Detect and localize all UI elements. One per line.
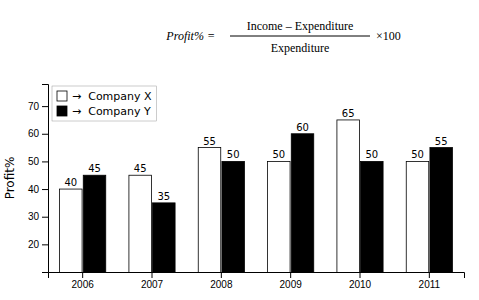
legend-item: → Company X	[57, 90, 152, 103]
bar	[129, 175, 151, 272]
legend: → Company X → Company Y	[52, 86, 157, 121]
data-label: 50	[411, 149, 424, 160]
bars	[60, 120, 453, 272]
bar	[198, 148, 220, 272]
x-tick-label: 2008	[210, 279, 233, 290]
x-axis-line	[49, 273, 465, 279]
legend-frame	[52, 86, 157, 121]
data-label: 65	[342, 108, 355, 119]
x-tick-mark	[82, 272, 83, 278]
y-tick-label: 50	[28, 156, 40, 167]
y-tick-mark	[42, 217, 48, 218]
y-tick-label: 20	[28, 239, 40, 250]
annotation: Profit% =	[165, 29, 215, 43]
legend-item: → Company Y	[57, 105, 151, 118]
legend-swatch	[57, 106, 67, 116]
annotation: ×100	[376, 29, 401, 43]
y-tick-label: 30	[28, 211, 40, 222]
x-tick: 2010	[349, 272, 372, 290]
y-tick: 70	[28, 101, 48, 112]
chart: Profit% = Income – Expenditure Expenditure…	[0, 0, 479, 300]
y-axis-line	[42, 85, 49, 273]
bar	[406, 161, 428, 272]
x-tick-label: 2007	[141, 279, 164, 290]
bar	[222, 161, 244, 272]
data-label: 55	[435, 136, 448, 147]
y-tick-mark	[42, 189, 48, 190]
data-label: 60	[296, 122, 309, 133]
x-tick-label: 2006	[72, 279, 95, 290]
y-tick: 60	[28, 128, 48, 139]
y-tick-label: 60	[28, 128, 40, 139]
bar	[361, 161, 383, 272]
y-tick: 50	[28, 156, 48, 167]
y-tick-label: 70	[28, 101, 40, 112]
x-tick: 2009	[280, 272, 303, 290]
data-label: 45	[88, 163, 101, 174]
formula: Profit% = Income – Expenditure Expenditure…	[165, 19, 400, 55]
data-label: 50	[272, 149, 285, 160]
data-label: 40	[64, 177, 77, 188]
x-tick: 2008	[210, 272, 233, 290]
data-label: 55	[203, 136, 216, 147]
y-axis-title: Profit%	[3, 157, 17, 200]
y-tick: 20	[28, 239, 48, 250]
x-axis: 2006 2007 2008 2009 2010 2011	[49, 272, 465, 290]
fraction-bar	[230, 36, 370, 37]
bar	[153, 203, 175, 272]
bar	[268, 161, 290, 272]
y-tick-mark	[42, 106, 48, 107]
y-tick: 40	[28, 184, 48, 195]
x-tick-mark	[221, 272, 222, 278]
y-tick: 30	[28, 211, 48, 222]
y-tick-mark	[42, 244, 48, 245]
x-tick: 2007	[141, 272, 164, 290]
plot: 2006 2007 2008 2009 2010 2011 20 30 40 50 60 70 40 45…	[28, 85, 465, 300]
data-label: 50	[365, 149, 378, 160]
annotation: Income – Expenditure	[247, 19, 354, 33]
x-tick: 2011	[419, 272, 441, 290]
x-tick-mark	[152, 272, 153, 278]
x-tick-label: 2010	[349, 279, 372, 290]
x-tick-mark	[429, 272, 430, 278]
annotation: Expenditure	[271, 41, 330, 55]
bar	[430, 148, 452, 272]
data-label: 35	[157, 191, 170, 202]
x-tick-label: 2009	[280, 279, 303, 290]
legend-swatch	[57, 91, 67, 101]
bar	[83, 175, 105, 272]
bar	[291, 134, 313, 272]
bar	[60, 189, 82, 272]
y-tick-mark	[42, 161, 48, 162]
legend-label: → Company X	[72, 90, 152, 103]
x-tick-label: 2011	[419, 279, 441, 290]
y-tick-mark	[42, 134, 48, 135]
x-tick-mark	[290, 272, 291, 278]
y-tick-label: 40	[28, 184, 40, 195]
bar	[337, 120, 359, 272]
legend-label: → Company Y	[72, 105, 151, 118]
data-label: 45	[134, 163, 147, 174]
data-label: 50	[227, 149, 240, 160]
x-tick: 2006	[72, 272, 95, 290]
x-tick-mark	[360, 272, 361, 278]
data-labels: 40 45 55 50 65 50 45 35 50 60 50 55	[64, 108, 447, 202]
y-axis: 20 30 40 50 60 70	[28, 85, 49, 273]
